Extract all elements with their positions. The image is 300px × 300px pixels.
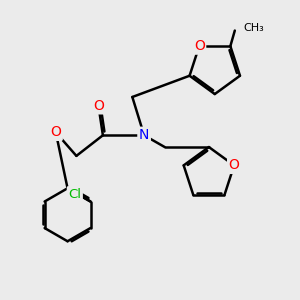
Text: O: O — [194, 39, 205, 53]
Text: O: O — [93, 99, 104, 113]
Text: N: N — [139, 128, 149, 142]
Text: O: O — [50, 125, 61, 139]
Text: CH₃: CH₃ — [243, 23, 264, 33]
Text: Cl: Cl — [68, 188, 81, 201]
Text: O: O — [229, 158, 239, 172]
